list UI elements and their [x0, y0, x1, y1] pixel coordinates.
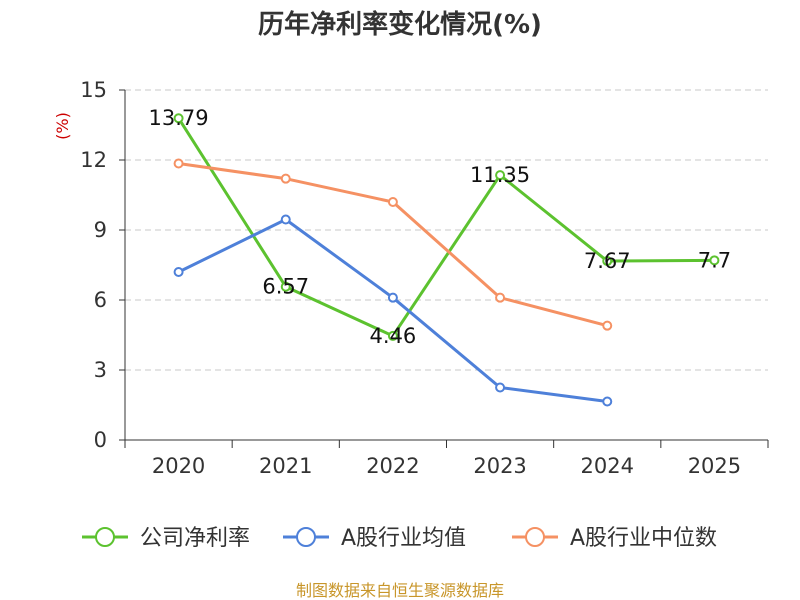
data-point: [387, 292, 398, 303]
legend-marker: [525, 527, 545, 547]
y-tick-label: 15: [80, 78, 107, 102]
data-label: 4.46: [370, 324, 417, 348]
y-axis-unit: (%): [53, 112, 72, 140]
data-point: [173, 113, 184, 124]
legend-item-0[interactable]: 公司净利率: [82, 526, 250, 551]
series-line: [177, 218, 608, 403]
legend[interactable]: 公司净利率 A股行业均值 A股行业中位数: [82, 526, 717, 551]
series-lines: [173, 113, 720, 407]
legend-label: A股行业均值: [341, 526, 466, 551]
data-point: [709, 255, 720, 266]
legend-item-2[interactable]: A股行业中位数: [512, 526, 717, 551]
data-point: [280, 281, 291, 292]
legend-item-1[interactable]: A股行业均值: [283, 526, 466, 551]
legend-label: 公司净利率: [140, 526, 250, 551]
data-point: [495, 292, 506, 303]
x-tick-label: 2022: [366, 454, 419, 478]
series-0: [173, 113, 720, 341]
x-tick-label: 2020: [152, 454, 205, 478]
grid-lines: [125, 89, 768, 371]
series-line: [177, 117, 715, 338]
chart-title: 历年净利率变化情况(%): [258, 9, 542, 40]
data-labels: 13.79 6.57 4.46 11.35 7.67 7.7: [149, 106, 732, 348]
x-tick-label: 2021: [259, 454, 312, 478]
y-tick-label: 0: [94, 428, 107, 452]
data-point: [173, 158, 184, 169]
x-tick-label: 2024: [581, 454, 634, 478]
y-tick-label: 3: [94, 358, 107, 382]
y-tick-label: 9: [94, 218, 107, 242]
data-point: [173, 267, 184, 277]
data-label: 11.35: [470, 163, 530, 187]
legend-marker: [95, 527, 115, 547]
data-point: [495, 382, 506, 393]
data-label: 7.67: [584, 249, 631, 273]
data-point: [602, 256, 613, 267]
y-tick-label: 6: [94, 288, 107, 312]
data-point: [602, 320, 613, 331]
data-point: [280, 214, 291, 225]
x-tick-label: 2023: [473, 454, 526, 478]
x-tick-label: 2025: [688, 454, 741, 478]
data-label: 6.57: [262, 275, 309, 299]
data-point: [387, 197, 398, 207]
data-point: [280, 173, 291, 184]
data-point: [602, 396, 613, 407]
legend-label: A股行业中位数: [570, 526, 717, 551]
data-label: 7.7: [698, 248, 731, 272]
series-1: [173, 214, 613, 407]
data-point: [495, 170, 506, 181]
axes: 0 3 6 9 12 15 2020 2021 2022 2023 2024 2025: [80, 78, 769, 478]
source-note: 制图数据来自恒生聚源数据库: [296, 581, 504, 600]
data-label: 13.79: [149, 106, 209, 130]
series-2: [173, 158, 613, 331]
y-tick-label: 12: [80, 148, 107, 172]
data-point: [387, 330, 398, 341]
legend-marker: [296, 527, 316, 547]
